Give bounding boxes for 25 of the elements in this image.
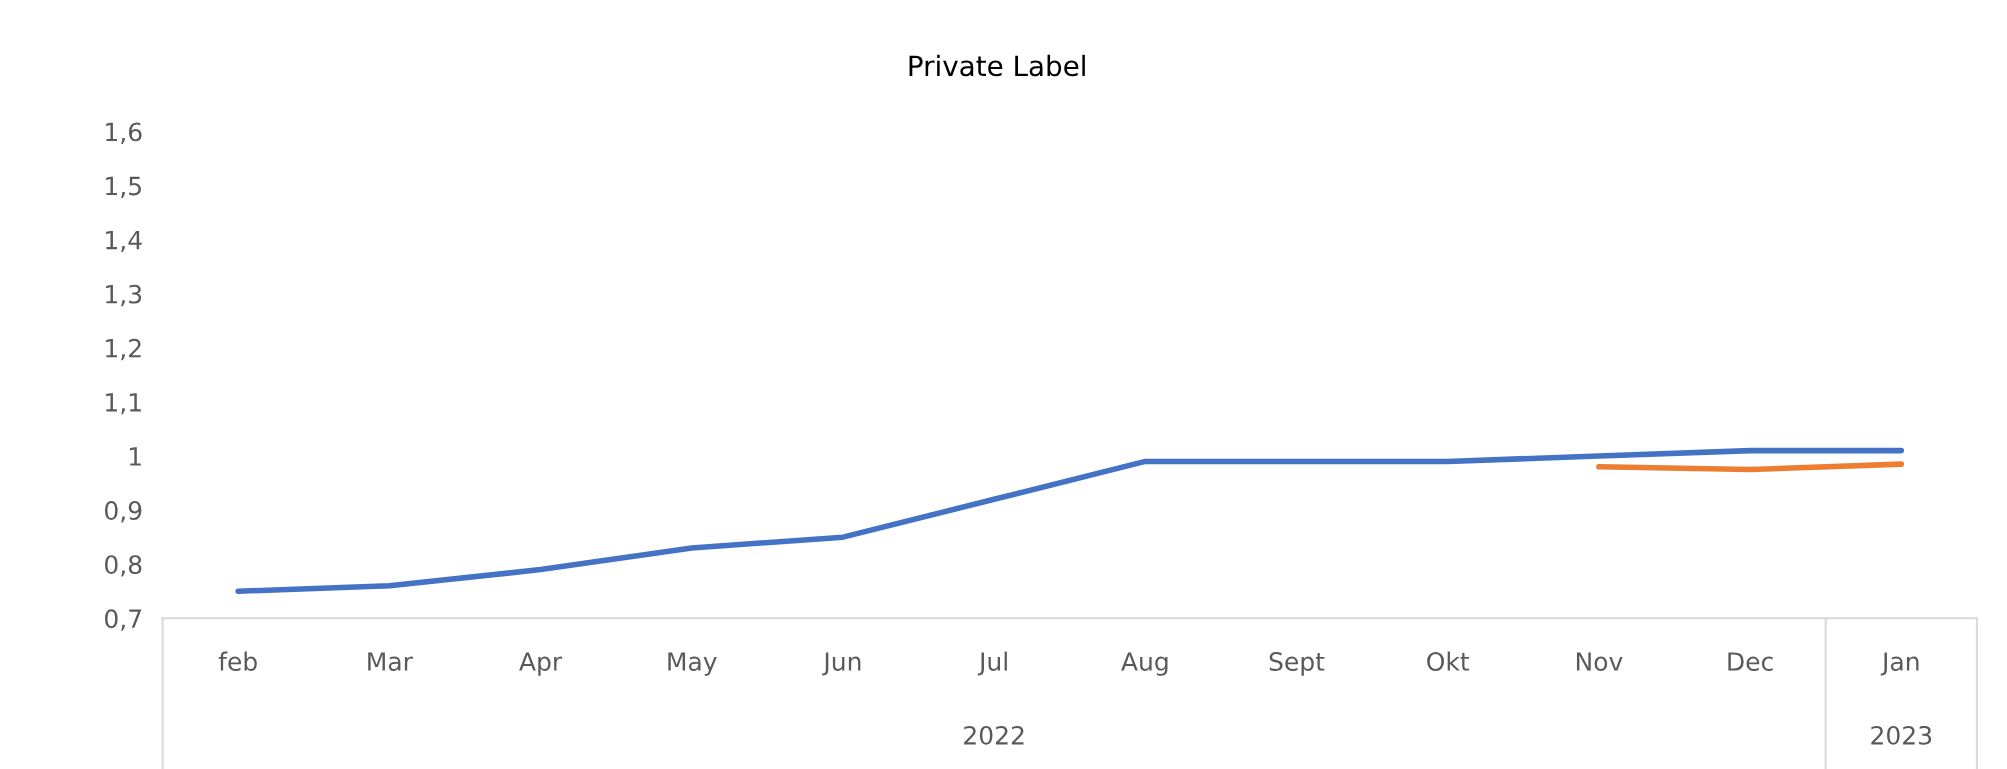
x-tick-label: Apr — [519, 652, 563, 676]
x-tick-label: Aug — [1121, 652, 1168, 676]
x-tick-label: feb — [218, 651, 257, 671]
y-tick-label: 1,4 — [106, 230, 142, 253]
y-tick-label: 1,5 — [106, 176, 141, 198]
x-tick-label: Jun — [822, 652, 861, 676]
x-tick-label: Okt — [1427, 651, 1470, 671]
x-tick-label: Dec — [1728, 652, 1773, 671]
text: 2023 — [1871, 725, 1932, 745]
x-tick-label: Sept — [1269, 652, 1325, 676]
x-tick-label: Jul — [977, 651, 1007, 676]
y-tick-label: 1,1 — [106, 393, 141, 415]
text: 2022 — [964, 725, 1024, 745]
y-tick-label: 0,8 — [105, 555, 142, 577]
y-tick-label: 1,3 — [106, 284, 142, 307]
y-tick-label: 0,9 — [105, 501, 142, 523]
y-tick-label: 1,6 — [106, 122, 142, 144]
x-tick-label: Mar — [368, 652, 413, 671]
x-tick-label: May — [668, 652, 717, 676]
chart-title: Private Label — [909, 54, 1085, 77]
x-tick-label: Jan — [1880, 652, 1919, 676]
x-tick-label: Nov — [1576, 652, 1623, 671]
y-tick-label: 1 — [129, 447, 141, 466]
y-tick-label: 0,7 — [105, 609, 141, 631]
y-tick-label: 1,2 — [106, 338, 141, 361]
